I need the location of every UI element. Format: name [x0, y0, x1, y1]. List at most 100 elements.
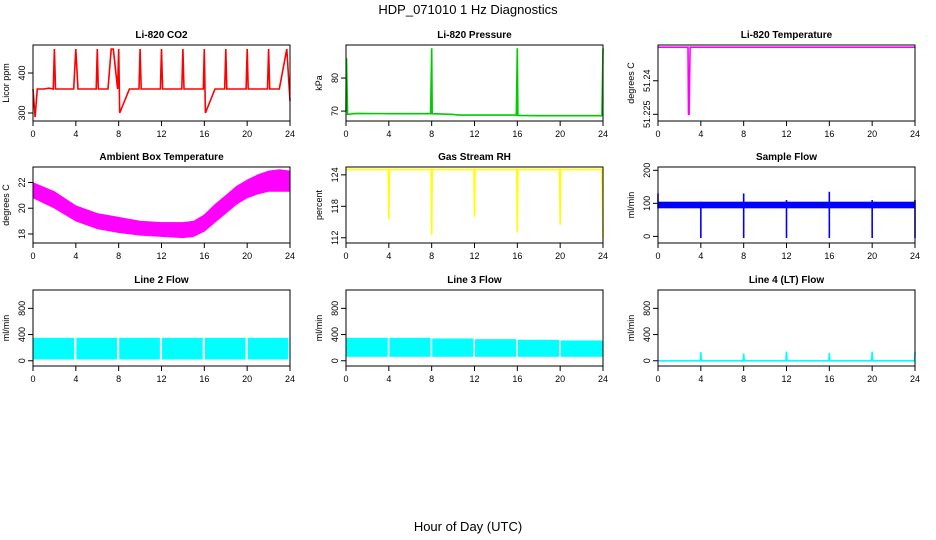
x-tick-label: 24 [285, 129, 295, 139]
x-tick-label: 8 [116, 129, 121, 139]
x-tick-label: 12 [469, 374, 479, 384]
y-tick-label: 400 [17, 327, 27, 342]
x-tick-label: 20 [867, 374, 877, 384]
y-axis-label: ml/min [626, 192, 636, 219]
x-tick-label: 8 [116, 374, 121, 384]
y-axis-label: degrees C [1, 184, 11, 226]
panel-title: Line 2 Flow [134, 275, 189, 286]
x-tick-label: 24 [285, 251, 295, 261]
x-tick-label: 8 [741, 374, 746, 384]
x-tick-label: 12 [469, 129, 479, 139]
y-tick-label: 0 [642, 358, 652, 363]
y-axis-label: ml/min [1, 315, 11, 342]
y-tick-label: 124 [330, 167, 340, 182]
flow-block [33, 337, 75, 360]
flow-block [162, 337, 203, 360]
x-tick-label: 20 [242, 251, 252, 261]
y-tick-label: 20 [17, 203, 27, 213]
x-tick-label: 4 [386, 129, 391, 139]
x-tick-label: 20 [555, 374, 565, 384]
y-tick-label: 800 [642, 301, 652, 316]
x-tick-label: 4 [73, 251, 78, 261]
panel-title: Li-820 Pressure [437, 30, 512, 41]
panel-title: Ambient Box Temperature [99, 152, 224, 163]
x-tick-label: 8 [429, 374, 434, 384]
y-axis-label: kPa [314, 75, 324, 91]
x-tick-label: 24 [598, 251, 608, 261]
x-tick-label: 16 [512, 374, 522, 384]
panel-title: Gas Stream RH [438, 152, 511, 163]
x-tick-label: 20 [867, 251, 877, 261]
y-tick-label: 0 [642, 234, 652, 239]
y-axis-label: ml/min [314, 315, 324, 342]
x-tick-label: 4 [73, 129, 78, 139]
y-tick-label: 51.24 [642, 69, 652, 92]
x-tick-label: 12 [156, 374, 166, 384]
x-tick-label: 0 [655, 251, 660, 261]
x-tick-label: 24 [285, 374, 295, 384]
flow-block [475, 339, 517, 357]
x-tick-label: 0 [343, 374, 348, 384]
x-tick-label: 16 [512, 251, 522, 261]
x-tick-label: 20 [555, 251, 565, 261]
x-tick-label: 12 [156, 129, 166, 139]
flow-block [346, 337, 388, 357]
x-tick-label: 8 [429, 251, 434, 261]
x-tick-label: 20 [242, 129, 252, 139]
y-tick-label: 200 [642, 163, 652, 178]
x-tick-label: 0 [343, 251, 348, 261]
panel-5: Gas Stream RH 0 4 8 12 16 20 24 112 118 124 percent [314, 152, 608, 261]
x-tick-label: 16 [199, 251, 209, 261]
panel-title: Line 4 (LT) Flow [749, 275, 825, 286]
x-tick-label: 8 [741, 251, 746, 261]
x-tick-label: 12 [469, 251, 479, 261]
series-band [32, 169, 291, 239]
panel-8: Line 3 Flow 0 4 8 12 16 20 24 0 400 800 ml/min [314, 275, 608, 384]
x-tick-label: 4 [698, 251, 703, 261]
y-tick-label: 112 [330, 231, 340, 245]
series-line [345, 48, 604, 117]
y-tick-label: 300 [17, 105, 27, 120]
y-tick-label: 70 [330, 106, 340, 116]
x-tick-label: 20 [867, 129, 877, 139]
flow-block [247, 337, 289, 360]
flow-block [204, 337, 246, 360]
series-line [346, 168, 604, 238]
panel-2: Li-820 Pressure 0 4 8 12 16 20 24 70 80 kPa [314, 30, 608, 139]
y-tick-label: 800 [330, 301, 340, 316]
x-tick-label: 0 [30, 129, 35, 139]
x-tick-label: 24 [910, 374, 920, 384]
x-tick-label: 20 [555, 129, 565, 139]
flow-block [560, 340, 603, 357]
y-tick-label: 800 [17, 301, 27, 316]
y-tick-label: 400 [330, 327, 340, 342]
panel-1: Li-820 CO2 0 4 8 12 16 20 24 300 400 Licor ppm [1, 30, 295, 139]
flow-block [76, 337, 118, 360]
x-tick-label: 8 [741, 129, 746, 139]
y-tick-label: 400 [17, 65, 27, 80]
panel-3: Li-820 Temperature 0 4 8 12 16 20 24 51.225 51.24… [626, 30, 920, 139]
x-tick-label: 4 [698, 374, 703, 384]
y-tick-label: 80 [330, 73, 340, 83]
x-tick-label: 24 [910, 251, 920, 261]
figure-x-axis-label: Hour of Day (UTC) [413, 519, 523, 534]
flow-block [119, 337, 160, 360]
panel-4: Ambient Box Temperature 0 4 8 12 16 20 24 18 20 22… [1, 152, 295, 261]
x-tick-label: 0 [655, 129, 660, 139]
series-line [658, 351, 916, 362]
y-tick-label: 0 [17, 358, 27, 363]
x-tick-label: 4 [386, 251, 391, 261]
y-tick-label: 18 [17, 229, 27, 239]
flow-block [432, 338, 474, 357]
panel-title: Li-820 CO2 [135, 30, 188, 41]
x-tick-label: 16 [199, 129, 209, 139]
x-tick-label: 16 [824, 251, 834, 261]
panel-7: Line 2 Flow 0 4 8 12 16 20 24 0 400 800 ml/min [1, 275, 295, 384]
y-axis-label: percent [314, 189, 324, 220]
series-line [658, 46, 915, 116]
x-tick-label: 8 [116, 251, 121, 261]
x-tick-label: 0 [655, 374, 660, 384]
plot-frame [657, 44, 916, 122]
x-tick-label: 24 [910, 129, 920, 139]
